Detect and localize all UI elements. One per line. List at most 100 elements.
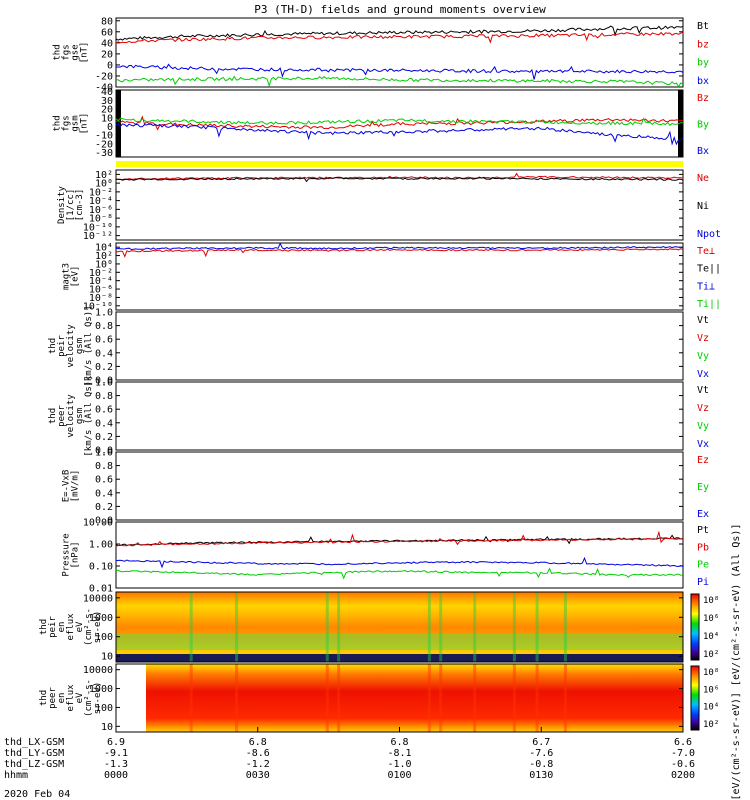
legend-Pi: Pi (697, 577, 709, 588)
legend-Bt: Bt (697, 21, 709, 32)
y-axis-label: magt3 [eV] (62, 263, 81, 290)
y-tick-label: 10⁻⁶ (89, 285, 113, 296)
x-tick-label: -7.0 (671, 748, 695, 759)
y-axis-label-line: eV (75, 692, 85, 703)
y-tick-label: 0.2 (95, 432, 113, 443)
panel-density: 10²10⁰10⁻²10⁻⁴10⁻⁶10⁻⁸10⁻¹⁰10⁻¹²Density[… (57, 169, 721, 242)
y-tick-label: -20 (95, 139, 113, 150)
y-axis-label-line: en (57, 693, 67, 704)
y-axis-label-line: gsm (75, 338, 85, 354)
y-tick-label: 100 (95, 632, 113, 643)
y-tick-label: -30 (95, 148, 113, 159)
spectrogram-noise-floor (116, 654, 683, 662)
y-tick-label: 10000 (83, 593, 113, 604)
y-axis-label: thd peer velocity gsm [km/s (All Qs)] (48, 375, 94, 456)
y-axis-label-line: magt3 (62, 263, 72, 290)
y-tick-label: 60 (101, 27, 113, 38)
spectrogram-streak (189, 592, 193, 662)
y-tick-label: 0.4 (95, 418, 113, 429)
y-tick-label: 10⁻⁸ (89, 214, 113, 225)
y-tick-label: 0.8 (95, 391, 113, 402)
y-tick-label: 20 (101, 49, 113, 60)
y-axis-label-line: eV (75, 621, 85, 632)
legend-Vx: Vx (697, 369, 709, 380)
y-tick-label: 10⁴ (95, 243, 113, 254)
x-tick-label: -0.8 (529, 759, 553, 770)
y-axis-label-line: [nPa] (71, 541, 81, 568)
legend-Vy: Vy (697, 351, 709, 362)
legend-Ez: Ez (697, 455, 709, 466)
y-axis-label-line: [cm-3] (75, 189, 85, 222)
panel-frame (115, 17, 684, 88)
y-axis-label-line: velocity (66, 324, 76, 368)
y-tick-label: 10⁻² (89, 187, 113, 198)
colorbar-tick-label: 10⁶ (703, 685, 719, 695)
colorbar-tick-label: 10⁶ (703, 614, 719, 624)
y-tick-label: 1.0 (95, 448, 113, 459)
y-tick-label: 0.4 (95, 348, 113, 359)
legend-Pe: Pe (697, 560, 709, 571)
y-axis-label-line: Pressure (62, 533, 72, 576)
y-tick-label: 0.0 (95, 376, 113, 387)
y-axis-label-line: fgs (62, 115, 72, 131)
y-tick-label: -20 (95, 71, 113, 82)
y-tick-label: 10⁻⁶ (89, 205, 113, 216)
legend-Vt: Vt (697, 315, 709, 326)
panel-frame (115, 169, 684, 241)
series-temperature-Ti⊥ (115, 242, 684, 251)
series-pressure-Pi (115, 556, 684, 569)
x-row-label: thd_LZ-GSM (4, 759, 64, 770)
x-tick-label: -9.1 (104, 748, 128, 759)
legend-By: By (697, 120, 709, 131)
series-pressure-Pe (116, 567, 684, 580)
y-tick-label: 10⁻² (89, 268, 113, 279)
quality-flag-bar (116, 161, 683, 167)
x-tick-label: 0200 (671, 770, 695, 781)
y-tick-label: 10.00 (83, 518, 113, 529)
y-axis-label-line: E=-VxB (62, 470, 72, 503)
y-axis-label: Density [1/cc] [cm-3] (57, 185, 85, 224)
legend-Vt: Vt (697, 385, 709, 396)
legend-Bz: Bz (697, 93, 709, 104)
panel-peir_spectrum: 10000 1000 100 10 thd peir en eflux eV (cm²-s-sr-… (39, 591, 719, 663)
x-tick-label: -8.6 (246, 748, 270, 759)
y-tick-label: 0.6 (95, 405, 113, 416)
legend-by: by (697, 58, 709, 69)
y-tick-label: 20 (101, 105, 113, 116)
y-tick-label: 10⁻⁴ (89, 196, 113, 207)
legend-Ne: Ne (697, 173, 709, 184)
y-axis-label-line: velocity (66, 394, 76, 438)
legend-Te⊥: Te⊥ (697, 246, 715, 257)
y-axis-label-line: [nT] (80, 42, 90, 64)
y-axis-label-line: sr-eV) (93, 682, 103, 715)
y-tick-label: 0.6 (95, 475, 113, 486)
y-tick-label: 10⁻¹⁰ (83, 222, 113, 233)
y-tick-label: 80 (101, 16, 113, 27)
y-axis-label-line: [eV] (71, 266, 81, 288)
y-tick-label: 100 (95, 703, 113, 714)
legend-Ey: Ey (697, 482, 709, 493)
series-fgs_gsm-By (115, 117, 684, 127)
spectrogram-gap (116, 664, 146, 732)
spectrogram-streak (535, 664, 539, 732)
spectrogram-streak (427, 592, 431, 662)
series-fgs_gse-Bt (115, 25, 684, 41)
y-tick-label: 0.4 (95, 488, 113, 499)
x-tick-label: 0000 (104, 770, 128, 781)
colorbar-tick-label: 10⁸ (703, 668, 719, 678)
spectrogram-fill (116, 664, 683, 732)
y-axis-label-line: thd (39, 690, 49, 706)
colorbar-tick-label: 10⁴ (703, 632, 719, 642)
y-axis-label: thd peir velocity gsm [km/s (All Qs)] (48, 305, 94, 386)
legend-Bx: Bx (697, 146, 709, 157)
spectrogram-streak (473, 592, 477, 662)
y-tick-label: 40 (101, 38, 113, 49)
legend-Ti⊥: Ti⊥ (697, 281, 715, 292)
y-axis-label-line: [km/s (All Qs)] (84, 375, 94, 456)
spectrogram-streak (337, 592, 341, 662)
y-axis-label-line: (cm²-s- (84, 608, 94, 646)
spectrogram-streak (535, 592, 539, 662)
figure-title: P3 (TH-D) fields and ground moments over… (254, 3, 546, 16)
